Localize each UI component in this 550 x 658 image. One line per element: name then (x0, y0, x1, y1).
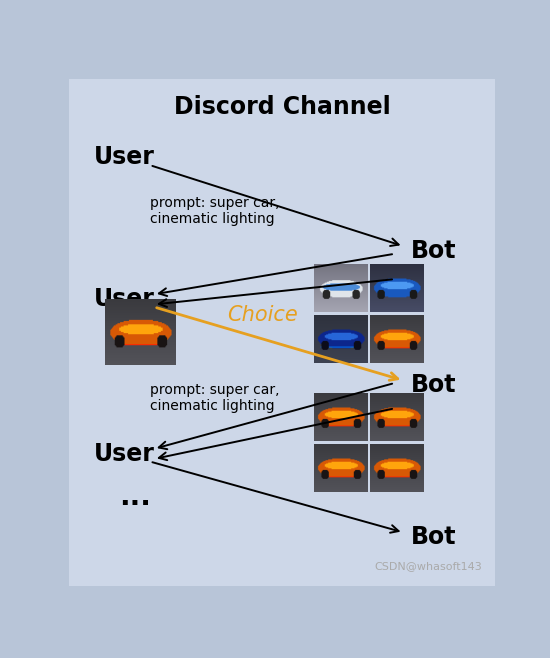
Text: Discord Channel: Discord Channel (173, 95, 390, 119)
Text: Bot: Bot (410, 240, 456, 263)
Text: Bot: Bot (410, 526, 456, 549)
Text: User: User (94, 145, 155, 170)
Text: User: User (94, 288, 155, 311)
Text: User: User (94, 442, 155, 466)
Text: CSDN@whasoft143: CSDN@whasoft143 (375, 561, 482, 571)
Text: Choice: Choice (227, 305, 298, 324)
Text: prompt: super car,
cinematic lighting: prompt: super car, cinematic lighting (150, 383, 279, 413)
Text: ...: ... (119, 483, 151, 511)
Text: prompt: super car,
cinematic lighting: prompt: super car, cinematic lighting (150, 195, 279, 226)
Text: Bot: Bot (410, 374, 456, 397)
FancyBboxPatch shape (64, 69, 502, 598)
